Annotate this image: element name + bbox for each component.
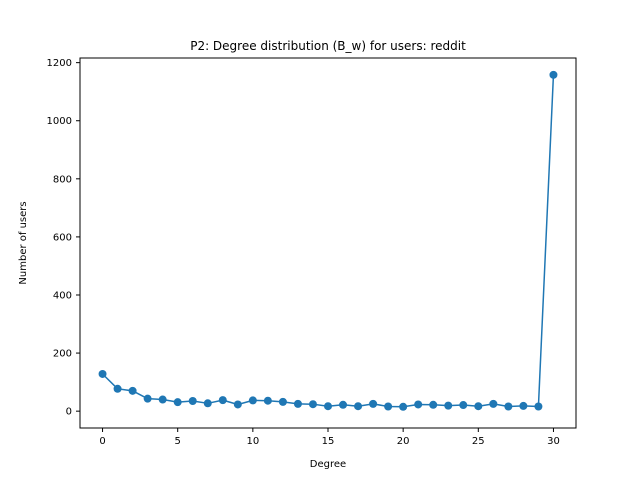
data-point [158,395,167,404]
chart-title: P2: Degree distribution (B_w) for users:… [190,39,466,53]
data-point [324,402,332,411]
y-axis-label: Number of users [18,201,29,284]
x-tick-label: 10 [246,436,259,447]
x-tick-label: 15 [322,436,335,447]
data-point [429,400,438,409]
y-tick-label: 200 [53,349,72,360]
x-axis-label: Degree [310,459,346,470]
data-point [354,402,363,411]
y-tick-label: 600 [53,232,72,243]
data-point [519,401,528,410]
data-point [444,401,453,410]
data-point [489,399,498,408]
data-point [203,399,212,408]
data-point [128,386,137,395]
x-tick-label: 25 [472,436,485,447]
data-point [143,394,152,403]
y-tick-label: 0 [66,407,72,418]
data-point [293,399,302,408]
data-point [278,397,287,406]
data-point [534,402,543,411]
x-tick-label: 0 [99,436,105,447]
plot-area [98,70,558,411]
x-tick-label: 30 [547,436,560,447]
data-point [549,70,558,79]
data-point [218,396,227,405]
x-tick-label: 20 [397,436,410,447]
data-point [248,396,257,405]
x-tick-label: 5 [175,436,181,447]
data-point [308,400,317,409]
data-point [504,402,513,411]
data-point [113,384,122,393]
data-point [474,402,483,411]
data-point [459,401,468,410]
data-point [399,402,408,411]
x-axis: 0 5 10 15 20 25 30 [99,428,560,447]
data-point [384,402,393,411]
data-point [188,396,197,405]
y-tick-label: 400 [53,290,72,301]
data-point [233,400,242,409]
y-tick-label: 800 [53,174,72,185]
data-point [414,400,423,409]
y-axis: 0 200 400 600 800 1000 1200 [47,58,80,418]
y-tick-label: 1000 [47,116,72,127]
data-point [263,396,272,405]
data-point [98,369,107,378]
data-point [173,398,182,407]
y-tick-label: 1200 [47,58,72,69]
data-point [369,399,378,408]
data-point [339,400,348,409]
